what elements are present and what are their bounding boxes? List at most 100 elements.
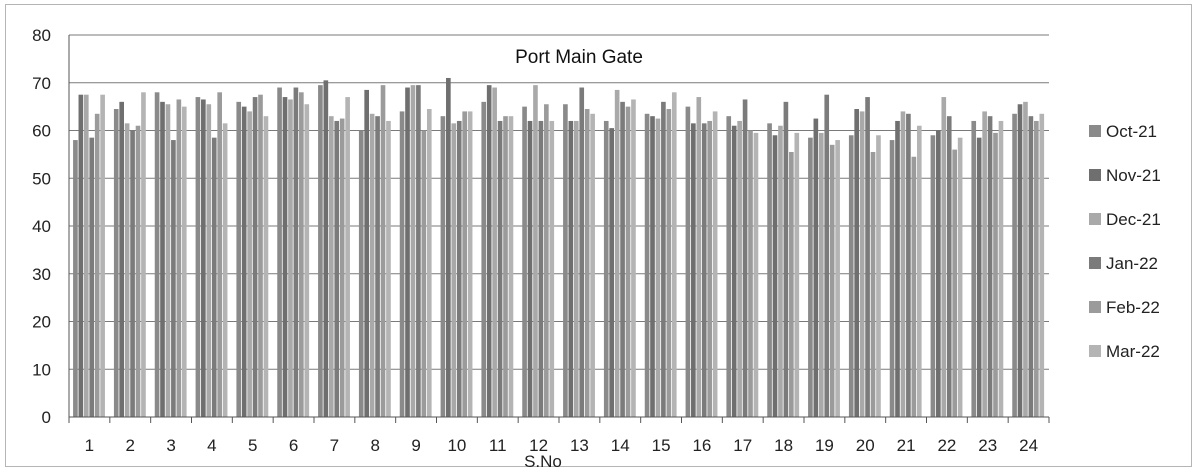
bar xyxy=(691,123,696,417)
bar xyxy=(957,137,963,417)
bar xyxy=(870,151,876,418)
bar xyxy=(1034,120,1039,417)
bar xyxy=(671,92,677,418)
bar xyxy=(930,135,936,417)
bar xyxy=(742,99,748,418)
x-tick-label: 20 xyxy=(856,436,875,455)
bar xyxy=(737,120,742,417)
bar xyxy=(165,104,171,418)
bar xyxy=(906,113,911,417)
y-tick-label: 80 xyxy=(32,26,51,45)
bar xyxy=(369,113,375,417)
bar xyxy=(631,99,636,418)
bar xyxy=(119,101,124,417)
bar xyxy=(456,120,462,417)
x-tick-label: 18 xyxy=(774,436,793,455)
bar xyxy=(405,87,410,418)
bar xyxy=(808,137,813,417)
bar xyxy=(375,116,380,418)
bar xyxy=(818,132,824,417)
bar xyxy=(573,120,579,417)
bar xyxy=(252,97,258,417)
x-tick-label: 22 xyxy=(937,436,956,455)
bar xyxy=(78,94,84,417)
bar xyxy=(299,92,304,418)
y-tick-label: 10 xyxy=(32,360,51,379)
bar xyxy=(1028,116,1034,418)
bar xyxy=(731,125,737,417)
bar xyxy=(568,120,574,417)
bars xyxy=(73,77,1045,418)
bar xyxy=(1039,113,1045,417)
bar xyxy=(701,123,707,417)
bar xyxy=(789,151,794,418)
x-tick-label: 11 xyxy=(489,436,507,455)
x-tick-label: 24 xyxy=(1019,436,1038,455)
y-tick-label: 40 xyxy=(32,217,51,236)
bar xyxy=(584,109,590,417)
bar xyxy=(100,94,105,417)
bar xyxy=(895,120,900,417)
x-tick-label: 4 xyxy=(207,436,216,455)
bar xyxy=(181,106,187,418)
y-tick-label: 70 xyxy=(32,74,51,93)
x-tick-label: 6 xyxy=(289,436,298,455)
legend-label: Jan-22 xyxy=(1106,254,1158,273)
bar xyxy=(386,120,391,417)
x-tick-label: 1 xyxy=(85,436,94,455)
bar xyxy=(661,101,666,417)
x-tick-label: 3 xyxy=(166,436,175,455)
x-tick-label: 8 xyxy=(371,436,380,455)
chart-frame: 0 10 20 30 40 50 60 70 80 1 2 3 4 5 6 7 8 9 10 11 12 13 14 15 1… xyxy=(5,4,1192,468)
y-tick-label: 60 xyxy=(32,122,51,141)
bar xyxy=(712,111,718,418)
bar xyxy=(282,97,288,417)
bar xyxy=(549,120,555,417)
x-tick-label: 13 xyxy=(570,436,589,455)
bar xyxy=(946,116,952,418)
bar xyxy=(829,144,835,417)
x-tick-label: 7 xyxy=(330,436,339,455)
y-tick-labels: 0 10 20 30 40 50 60 70 80 xyxy=(32,26,51,427)
legend-label: Feb-22 xyxy=(1106,298,1160,317)
bar xyxy=(1023,101,1028,417)
bar xyxy=(620,101,625,417)
x-tick-label: 15 xyxy=(652,436,671,455)
bar xyxy=(998,120,1004,417)
bar xyxy=(644,113,650,417)
bar xyxy=(263,116,269,418)
y-tick-label: 0 xyxy=(42,408,51,427)
bar xyxy=(421,130,427,417)
legend-swatch xyxy=(1089,169,1101,181)
bar xyxy=(625,106,631,418)
bar xyxy=(854,109,859,417)
x-tick-label: 17 xyxy=(733,436,752,455)
bar xyxy=(154,92,160,418)
bar xyxy=(590,113,595,417)
bar xyxy=(767,123,772,417)
bar xyxy=(824,94,830,417)
bar xyxy=(94,113,100,417)
bar xyxy=(753,132,759,417)
bar xyxy=(976,137,982,417)
bar xyxy=(277,87,282,418)
bar xyxy=(201,99,206,418)
bar xyxy=(304,104,310,418)
bar xyxy=(783,101,789,417)
legend-label: Mar-22 xyxy=(1106,342,1160,361)
bar xyxy=(609,128,614,418)
bar xyxy=(130,130,135,417)
bar xyxy=(696,97,702,417)
bar xyxy=(952,149,957,417)
bar xyxy=(426,109,432,417)
bar xyxy=(865,97,870,417)
bar xyxy=(206,104,212,418)
legend-label: Dec-21 xyxy=(1106,210,1161,229)
bar xyxy=(195,97,201,417)
x-tick-label: 14 xyxy=(611,436,630,455)
y-tick-label: 30 xyxy=(32,265,51,284)
bar xyxy=(916,125,922,417)
x-tick-label: 2 xyxy=(126,436,135,455)
bar xyxy=(911,156,917,417)
